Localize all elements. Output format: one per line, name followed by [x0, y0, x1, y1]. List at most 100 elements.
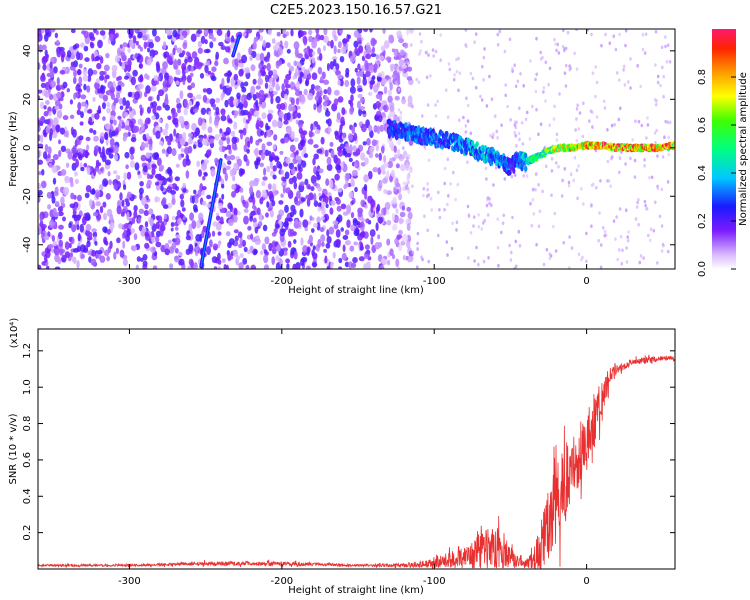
spectrogram-cell [182, 42, 188, 50]
spectrogram-cell [400, 164, 406, 172]
spectrogram-cell [340, 227, 345, 232]
spectrogram-cell [555, 132, 559, 137]
spectrogram-cell [263, 167, 267, 176]
spectrogram-cell [395, 182, 401, 188]
spectrogram-cell [261, 189, 267, 198]
spectrogram-cell [42, 55, 49, 63]
spectrogram-cell [624, 162, 627, 166]
spectrogram-cell [236, 92, 241, 100]
spectrogram-cell [410, 43, 413, 47]
spectrogram-cell [109, 115, 116, 120]
spectrogram-cell [289, 65, 295, 72]
spectrogram-cell [388, 34, 395, 44]
spectrogram-cell [226, 30, 230, 38]
spectrogram-cell [285, 156, 291, 164]
spectrogram-cell [126, 211, 130, 221]
spectrogram-cell [365, 218, 370, 224]
spectrogram-cell [666, 43, 670, 47]
spectrogram-cell [311, 228, 315, 233]
spectrogram-cell [46, 118, 51, 125]
spectrogram-cell [167, 166, 172, 174]
spectrogram-cell [340, 203, 347, 210]
spectrogram-cell [151, 101, 158, 108]
spectrogram-cell [217, 266, 222, 269]
spectrogram-cell [346, 204, 351, 214]
y-tick-label: -20 [22, 188, 33, 204]
spectrogram-cell [514, 84, 518, 89]
spectrogram-cell [353, 162, 358, 167]
spectrogram-cell [261, 243, 266, 251]
spectrogram-cell [206, 246, 211, 255]
spectrogram-cell [111, 64, 118, 73]
spectrogram-cell [199, 72, 205, 79]
spectrogram-cell [189, 72, 194, 78]
snr-y-multiplier: (x10⁴) [9, 318, 20, 349]
spectrogram-cell [392, 196, 397, 205]
spectrogram-cell [624, 43, 627, 48]
spectrogram-cell [349, 55, 356, 63]
spectrogram-cell [415, 77, 419, 82]
spectrogram-cell [563, 167, 567, 171]
spectrogram-cell [76, 51, 80, 61]
spectrogram-cell [229, 86, 233, 92]
spectrogram-cell [191, 122, 197, 132]
spectrogram-cell [513, 120, 517, 124]
snr-x-label: Height of straight line (km) [288, 585, 424, 596]
spectrogram-cell [164, 72, 169, 81]
spectrogram-cell [548, 123, 551, 128]
spectrogram-cell [426, 187, 429, 192]
spectrogram-cell [78, 154, 83, 161]
spectrogram-cell [455, 69, 459, 74]
spectrogram-cell [259, 120, 264, 128]
spectrogram-cell [351, 125, 356, 134]
spectrogram-cell [271, 152, 275, 157]
spectrogram-cell [626, 235, 629, 239]
spectrogram-cell [220, 45, 227, 51]
spectrogram-cell [309, 215, 313, 221]
spectrogram-cell [267, 29, 272, 36]
spectrogram-cell [43, 235, 50, 241]
spectrogram-cell [51, 235, 56, 242]
spectrogram-cell [49, 29, 56, 33]
spectrogram-cell [245, 264, 250, 269]
spectrogram-cell [181, 207, 186, 212]
spectrogram-cell [384, 202, 391, 210]
spectrogram-cell [171, 36, 177, 42]
spectrogram-cell [290, 153, 295, 158]
spectrogram-cell [480, 227, 484, 231]
spectrogram-cell [44, 49, 48, 57]
spectrogram-cell [272, 144, 276, 150]
spectrogram-cell [62, 216, 66, 222]
spectrogram-cell [130, 154, 135, 160]
spectrogram-cell [362, 77, 368, 86]
spectrogram-cell [552, 224, 555, 229]
spectrogram-cell [345, 183, 349, 188]
spectrogram-cell [119, 44, 123, 49]
spectrogram-cell [224, 172, 228, 182]
spectrogram-cell [188, 137, 193, 145]
spectrogram-cell [352, 219, 359, 226]
spectrogram-cell [312, 38, 318, 43]
spectrogram-cell [106, 228, 111, 235]
spectrogram-cell [658, 214, 662, 219]
spectrogram-cell [303, 36, 308, 46]
spectrogram-cell [450, 246, 454, 251]
spectrogram-cell [275, 255, 280, 262]
spectrogram-cell [276, 31, 281, 37]
spectrogram-cell [180, 199, 185, 208]
spectrogram-cell [528, 137, 532, 141]
spectrogram-cell [255, 190, 261, 199]
spectrogram-cell [500, 123, 503, 127]
spectrogram-cell [94, 241, 98, 246]
spectrogram-cell [542, 85, 546, 90]
spectrogram-cell [189, 212, 195, 221]
spectrogram-cell [635, 205, 639, 209]
spectrogram-cell [537, 132, 540, 137]
spectrogram-cell [229, 154, 236, 161]
spectrogram-cell [370, 53, 377, 58]
spectrogram-cell [116, 76, 120, 82]
spectrogram-cell [208, 110, 212, 116]
spectrogram-cell [353, 132, 358, 142]
spectrogram-cell [662, 243, 665, 248]
spectrogram-cell [416, 246, 419, 251]
